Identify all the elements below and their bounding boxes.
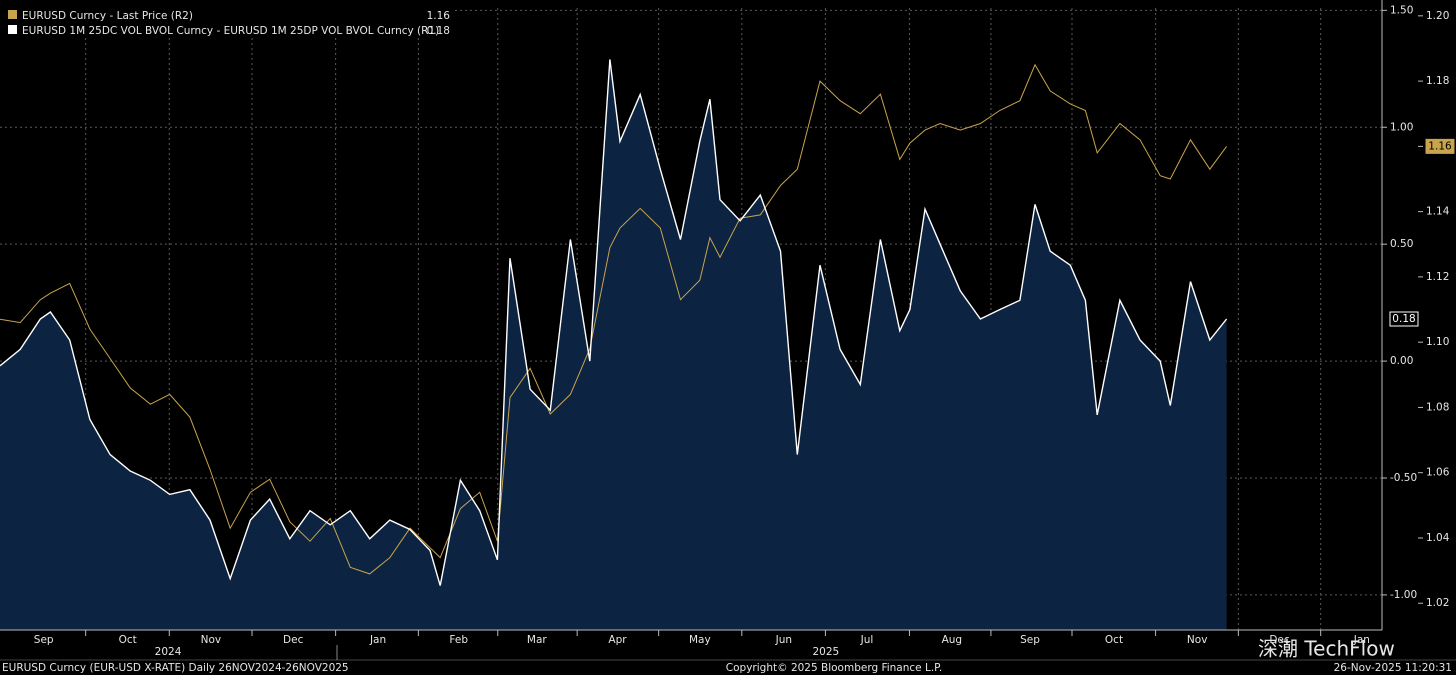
x-tick-label: Jun [775,634,792,646]
legend-label: EURUSD 1M 25DC VOL BVOL Curncy - EURUSD … [22,25,439,37]
y2-tick-label: 1.02 [1426,597,1449,609]
y-tick-label: -1.00 [1390,589,1417,601]
footer-center: Copyright© 2025 Bloomberg Finance L.P. [726,662,942,674]
watermark: 深潮 TechFlow [1258,637,1395,661]
y-tick-label: 1.50 [1390,4,1413,16]
x-tick-label: Dec [283,634,304,646]
footer-left: EURUSD Curncy (EUR-USD X-RATE) Daily 26N… [2,662,349,674]
y-tick-label: 1.00 [1390,121,1413,133]
y-tick-label: 0.50 [1390,238,1413,250]
footer-right: 26-Nov-2025 11:20:31 [1334,662,1452,674]
y2-tick-label: 1.20 [1426,10,1449,22]
x-tick-label: Jan [369,634,386,646]
x-tick-label: Jul [860,634,874,646]
year-label: 2025 [812,646,839,658]
legend-swatch-0 [8,10,17,19]
y2-tick-label: 1.08 [1426,401,1449,413]
last-value-label: 0.18 [1392,313,1415,325]
x-tick-label: May [689,634,711,646]
legend-value: 0.18 [427,25,450,37]
y2-tick-label: 1.06 [1426,467,1450,479]
x-tick-label: Sep [1020,634,1040,646]
area [0,59,1227,630]
y-tick-label: 0.00 [1390,355,1413,367]
legend-swatch-1 [8,25,17,34]
y2-tick-label: 1.18 [1426,75,1449,87]
plot-area [0,8,1382,630]
y2-tick-label: 1.04 [1426,532,1450,544]
line [0,63,1228,575]
x-tick-label: Nov [1187,634,1208,646]
legend-box [0,0,455,38]
y2-tick-label: 1.12 [1426,271,1449,283]
legend-label: EURUSD Curncy - Last Price (R2) [22,10,193,22]
x-tick-label: Oct [1105,634,1123,646]
x-tick-label: Oct [119,634,137,646]
x-tick-label: Jan [1353,634,1370,646]
line [0,59,1228,586]
last-value-flag [1389,311,1419,327]
last-value-label: 1.16 [1428,140,1452,152]
x-tick-label: Aug [942,634,963,646]
y2-tick-label: 1.14 [1426,206,1450,218]
x-tick-label: Mar [527,634,547,646]
y-tick-label: -0.50 [1390,472,1417,484]
x-tick-label: Dec [1269,634,1290,646]
legend-value: 1.16 [427,10,451,22]
x-tick-label: Feb [449,634,468,646]
last-value-flag [1425,138,1455,154]
x-tick-label: Sep [34,634,54,646]
x-tick-label: Nov [201,634,222,646]
x-tick-label: Apr [608,634,627,646]
year-label: 2024 [155,646,182,658]
y2-tick-label: 1.10 [1426,336,1449,348]
